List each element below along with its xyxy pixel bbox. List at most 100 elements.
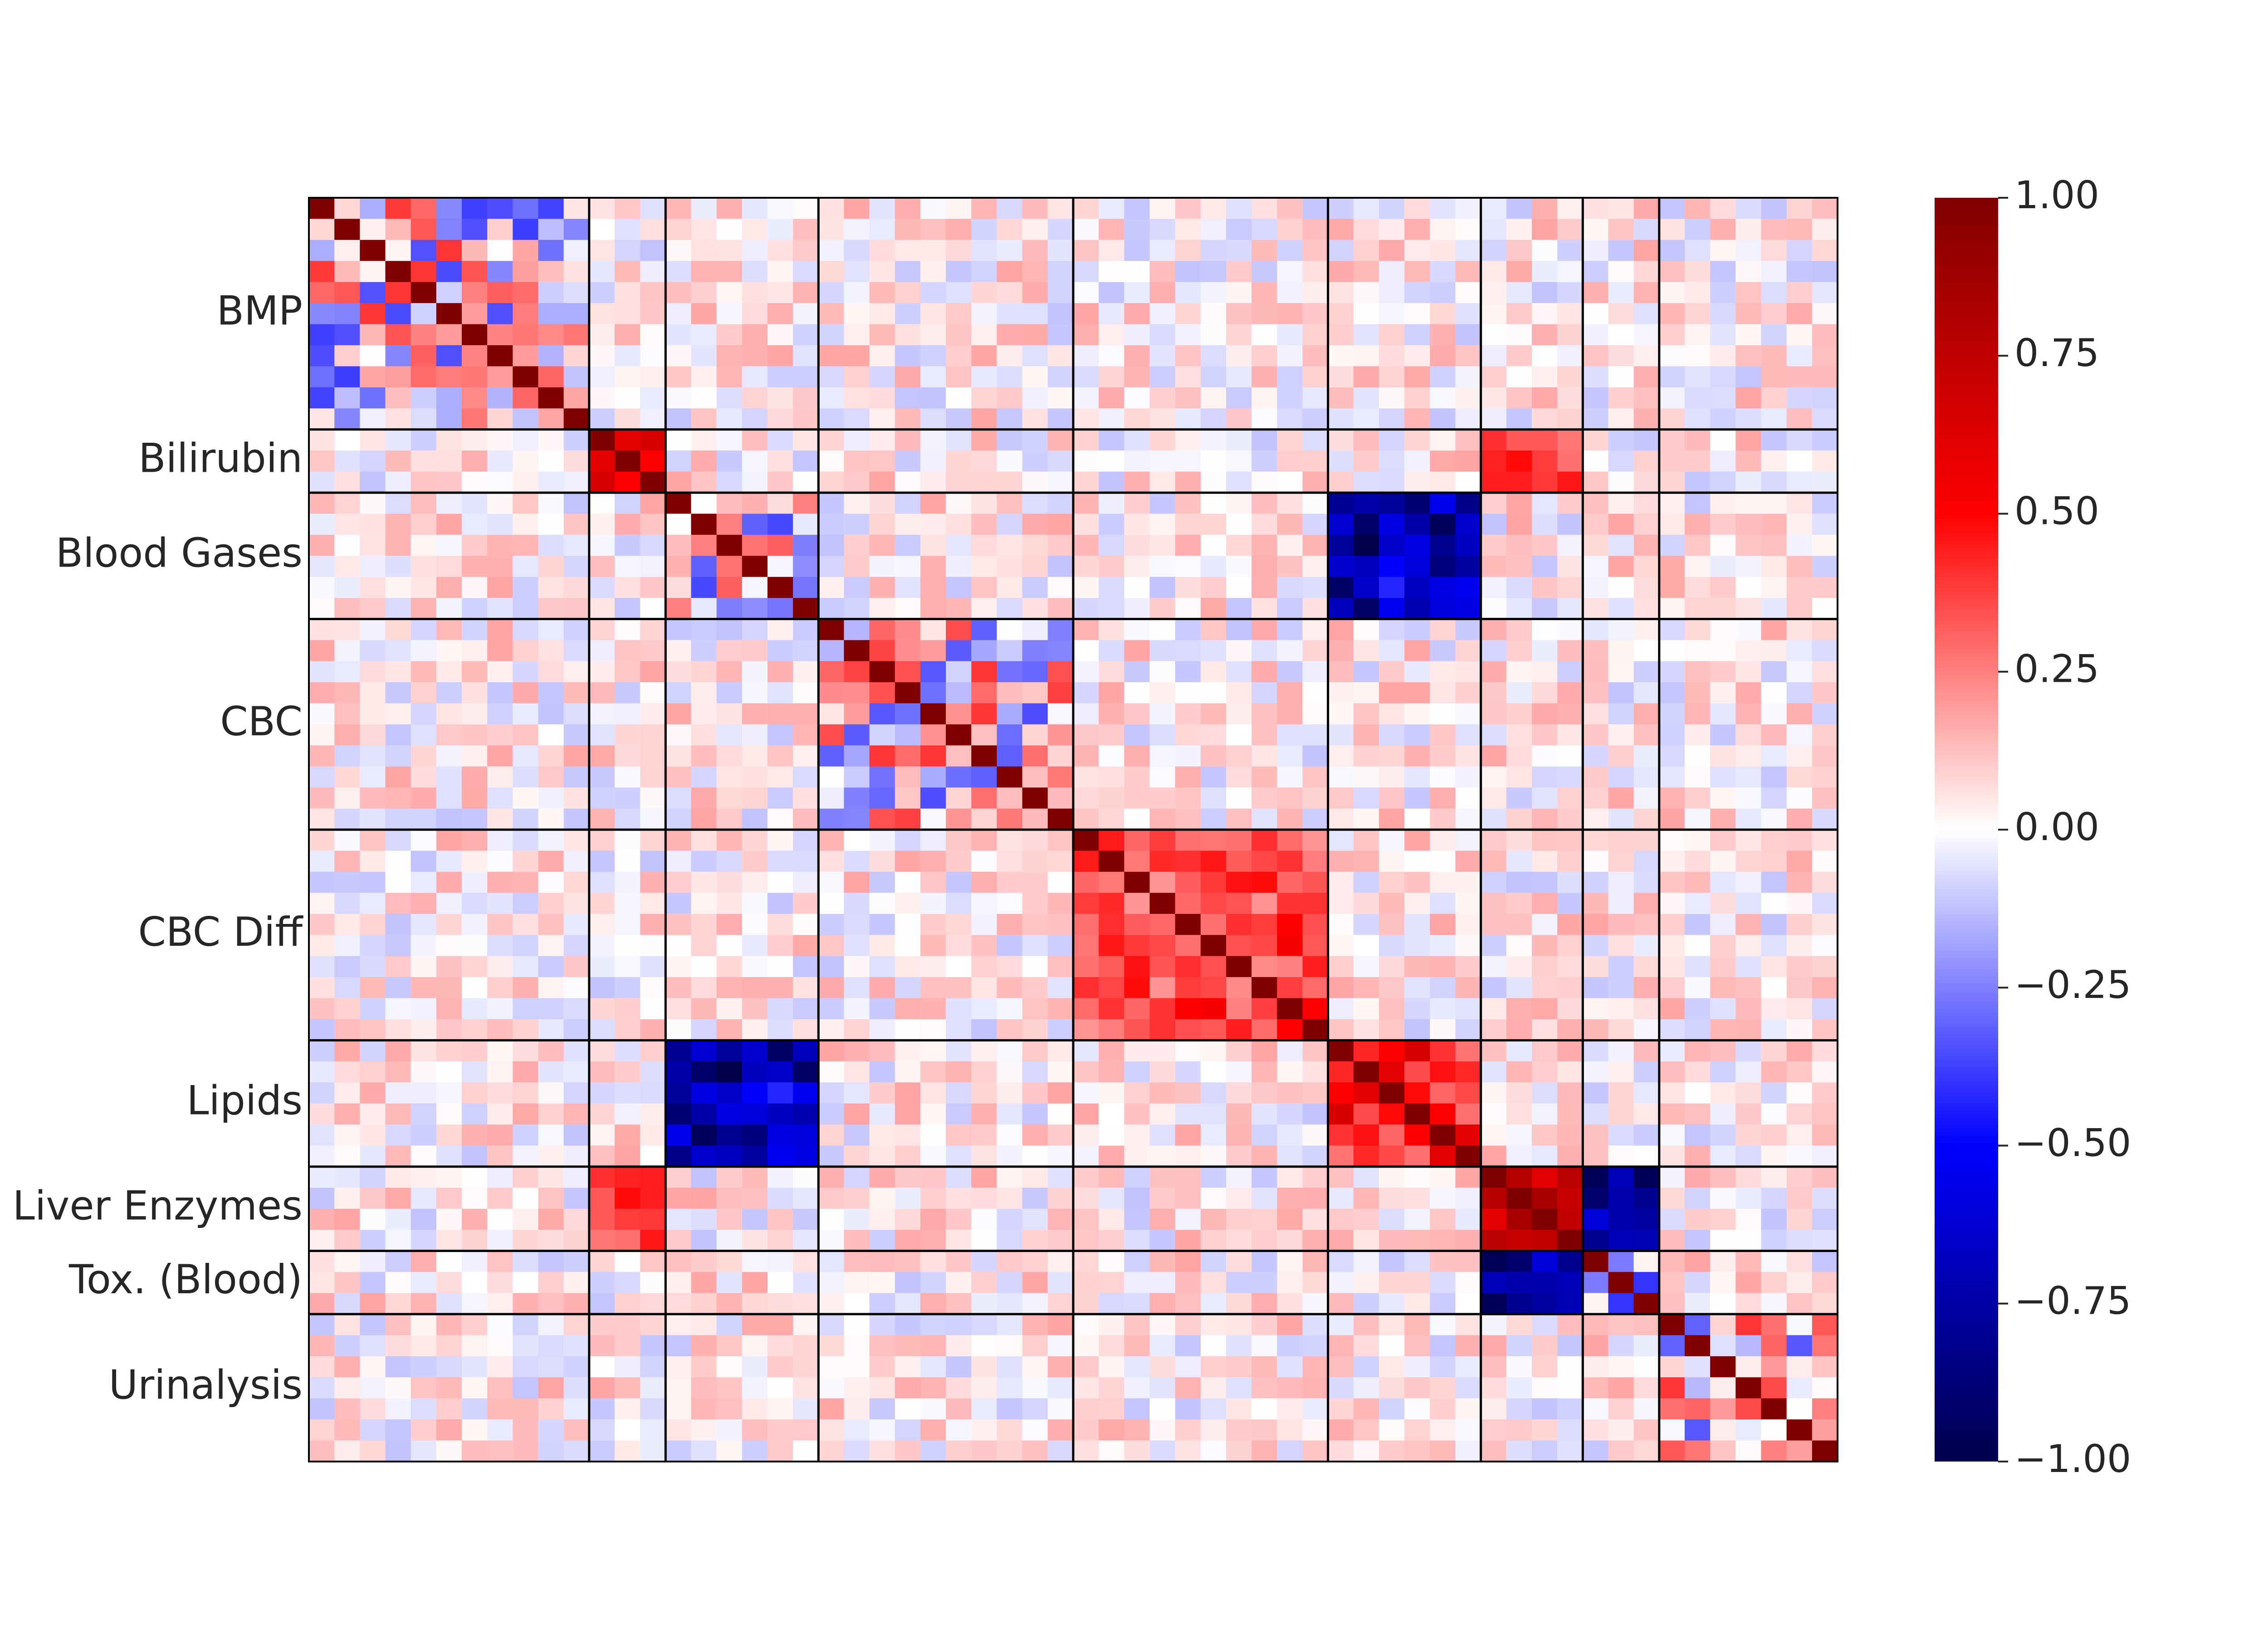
heatmap-cell [1302, 1251, 1329, 1272]
heatmap-cell [1685, 703, 1711, 725]
heatmap-cell [946, 493, 972, 514]
heatmap-cell [487, 303, 513, 325]
heatmap-cell [971, 471, 997, 493]
heatmap-cell [1200, 830, 1227, 851]
heatmap-cell [1047, 513, 1074, 535]
heatmap-cell [1633, 1293, 1660, 1315]
heatmap-cell [894, 1230, 921, 1252]
heatmap-cell [513, 450, 539, 472]
heatmap-cell [1379, 1377, 1405, 1399]
heatmap-cell [920, 914, 946, 935]
heatmap-cell [997, 387, 1023, 409]
heatmap-cell [360, 408, 386, 430]
heatmap-cell [1175, 1145, 1201, 1167]
heatmap-cell [665, 1293, 692, 1315]
heatmap-cell [1099, 893, 1124, 914]
heatmap-cell [462, 556, 488, 577]
heatmap-cell [844, 408, 870, 430]
heatmap-cell [1659, 998, 1685, 1020]
heatmap-cell [385, 513, 411, 535]
heatmap-cell [487, 1125, 513, 1146]
heatmap-cell [946, 703, 972, 725]
heatmap-cell [411, 429, 437, 451]
heatmap-cell [563, 1103, 590, 1125]
heatmap-cell [844, 1019, 870, 1041]
heatmap-cell [436, 1440, 462, 1462]
heatmap-cell [411, 682, 437, 704]
heatmap-cell [1302, 998, 1329, 1020]
heatmap-cell [1608, 935, 1634, 957]
heatmap-cell [691, 1082, 717, 1104]
heatmap-cell [1455, 577, 1481, 598]
heatmap-cell [563, 1419, 590, 1441]
heatmap-cell [334, 598, 360, 620]
heatmap-cell [436, 1377, 462, 1399]
heatmap-cell [920, 1377, 946, 1399]
heatmap-cell [1430, 1293, 1456, 1315]
heatmap-cell [691, 766, 717, 788]
heatmap-cell [615, 1188, 640, 1209]
heatmap-cell [1379, 661, 1405, 683]
heatmap-cell [1073, 598, 1099, 620]
heatmap-cell [513, 303, 539, 325]
heatmap-cell [1404, 808, 1430, 830]
heatmap-cell [411, 556, 437, 577]
heatmap-cell [1200, 493, 1227, 514]
heatmap-cell [1557, 871, 1583, 893]
heatmap-cell [1226, 703, 1252, 725]
heatmap-cell [1583, 851, 1609, 872]
heatmap-cell [767, 577, 793, 598]
heatmap-cell [1226, 198, 1252, 220]
heatmap-cell [894, 808, 921, 830]
heatmap-cell [462, 1082, 488, 1104]
heatmap-cell [1608, 534, 1634, 556]
heatmap-cell [1404, 998, 1430, 1020]
colorbar-tick-label: 0.75 [2014, 331, 2099, 375]
heatmap-cell [818, 640, 845, 662]
heatmap-cell [1659, 471, 1685, 493]
heatmap-cell [334, 1356, 360, 1378]
heatmap-cell [1124, 345, 1150, 367]
heatmap-cell [1047, 1166, 1074, 1188]
heatmap-cell [640, 1293, 666, 1315]
heatmap-cell [844, 682, 870, 704]
heatmap-cell [1761, 1377, 1787, 1399]
heatmap-cell [1073, 977, 1099, 999]
heatmap-cell [1073, 219, 1099, 240]
heatmap-cell [334, 556, 360, 577]
heatmap-cell [538, 1314, 564, 1335]
heatmap-cell [1430, 198, 1456, 220]
heatmap-cell [487, 1272, 513, 1294]
heatmap-cell [615, 1145, 640, 1167]
heatmap-cell [665, 1082, 692, 1104]
heatmap-cell [1277, 303, 1303, 325]
heatmap-cell [818, 956, 845, 978]
heatmap-cell [1659, 219, 1685, 240]
heatmap-cell [1404, 1061, 1430, 1083]
heatmap-cell [1353, 661, 1379, 683]
heatmap-cell [1302, 808, 1329, 830]
heatmap-cell [1735, 471, 1762, 493]
heatmap-cell [1353, 408, 1379, 430]
heatmap-cell [1455, 724, 1481, 746]
heatmap-cell [920, 303, 946, 325]
heatmap-cell [869, 450, 895, 472]
heatmap-cell [1175, 1103, 1201, 1125]
heatmap-cell [793, 219, 819, 240]
heatmap-cell [1786, 830, 1813, 851]
heatmap-cell [411, 977, 437, 999]
heatmap-cell [1251, 366, 1277, 388]
heatmap-cell [513, 261, 539, 283]
heatmap-cell [538, 1019, 564, 1041]
heatmap-cell [1328, 450, 1354, 472]
heatmap-cell [1353, 556, 1379, 577]
heatmap-cell [1226, 1335, 1252, 1357]
heatmap-cell [1633, 1230, 1660, 1252]
heatmap-cell [1481, 1272, 1507, 1294]
heatmap-cell [1685, 1440, 1711, 1462]
heatmap-cell [334, 450, 360, 472]
heatmap-cell [894, 1419, 921, 1441]
heatmap-cell [665, 534, 692, 556]
heatmap-cell [844, 956, 870, 978]
heatmap-cell [1251, 830, 1277, 851]
